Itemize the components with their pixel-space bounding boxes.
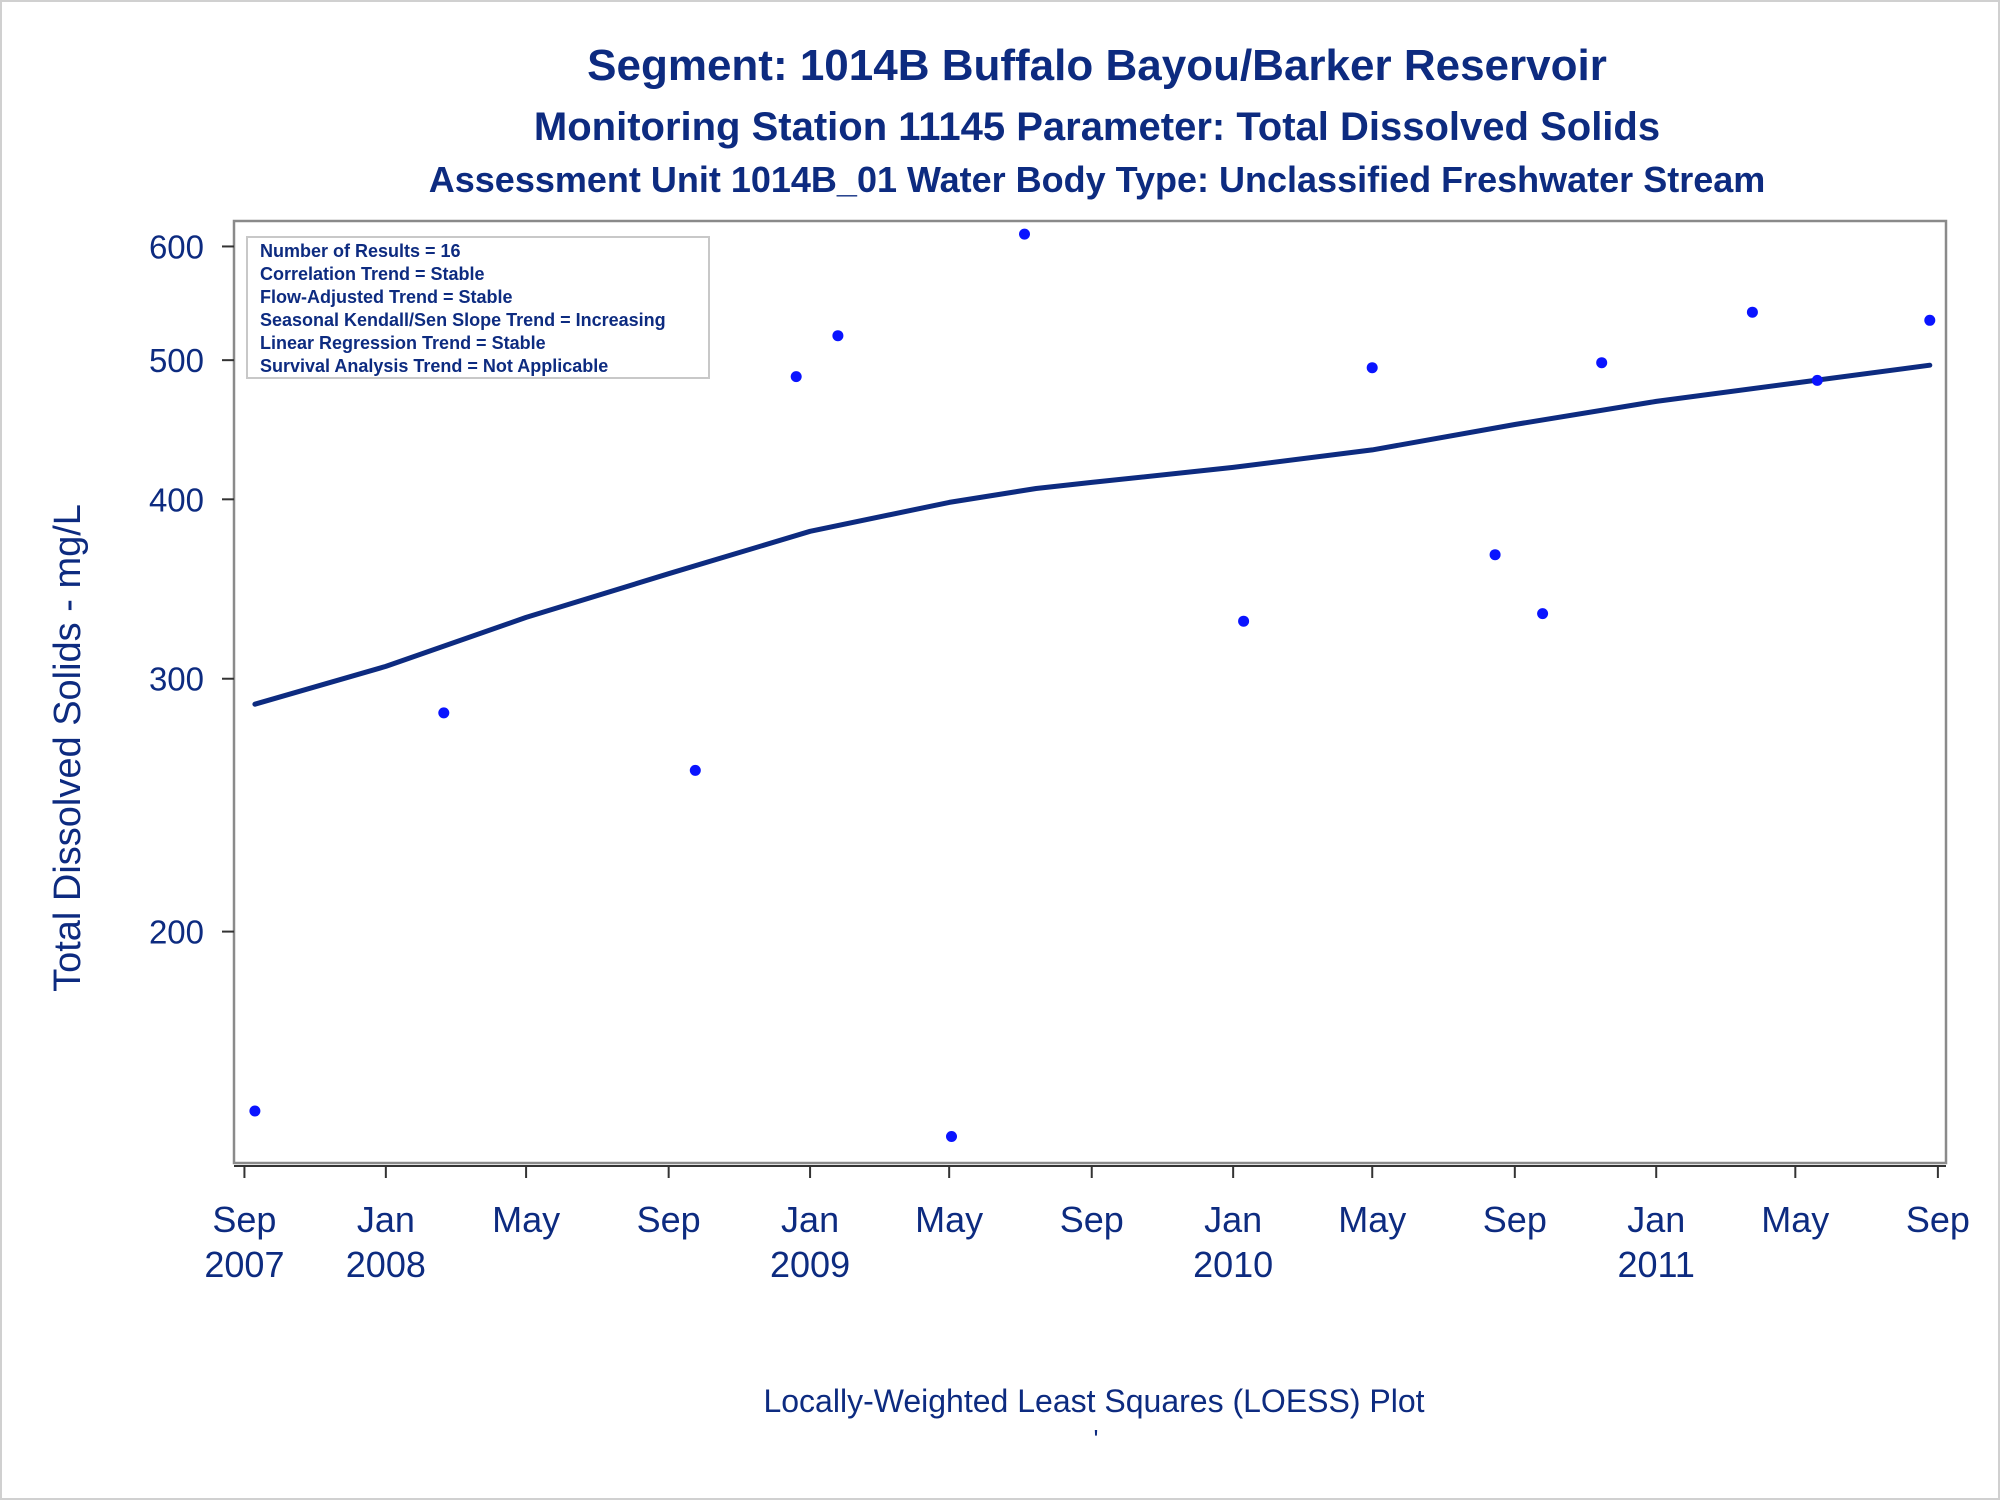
- y-tick-label: 500: [149, 342, 204, 379]
- x-tick-label: Jan: [1627, 1199, 1685, 1240]
- trend-summary-line: Correlation Trend = Stable: [260, 264, 485, 284]
- trend-summary-border: [246, 236, 710, 379]
- loess-fit-layer: [252, 362, 1933, 707]
- data-point: [1019, 228, 1030, 240]
- x-tick-year-label: 2010: [1193, 1244, 1273, 1285]
- data-point: [1238, 615, 1250, 627]
- data-point: [1366, 362, 1378, 374]
- x-tick-label: May: [1338, 1199, 1406, 1240]
- chart-footnote-mark: ': [1094, 1424, 1099, 1454]
- data-point: [1537, 608, 1549, 620]
- data-point: [1924, 314, 1936, 326]
- x-tick-label: Jan: [781, 1199, 839, 1240]
- chart-title: Segment: 1014B Buffalo Bayou/Barker Rese…: [587, 41, 1607, 90]
- data-point: [1489, 549, 1501, 561]
- x-tick-year-label: 2009: [770, 1244, 850, 1285]
- x-tick-label: May: [915, 1199, 983, 1240]
- x-tick-label: May: [492, 1199, 560, 1240]
- data-point: [1746, 306, 1758, 318]
- trend-summary-box: Number of Results = 16 Correlation Trend…: [246, 236, 710, 379]
- y-tick-label: 300: [149, 661, 204, 698]
- x-tick-label: Jan: [1204, 1199, 1262, 1240]
- trend-summary-line: Linear Regression Trend = Stable: [260, 333, 546, 353]
- x-tick-year-label: 2011: [1618, 1244, 1695, 1285]
- x-tick-year-label: 2008: [346, 1244, 426, 1285]
- data-point: [1811, 374, 1823, 386]
- x-tick-year-label: 2007: [204, 1244, 284, 1285]
- data-point: [1596, 357, 1608, 369]
- x-tick-label: Jan: [357, 1199, 415, 1240]
- x-tick-label: Sep: [1906, 1199, 1970, 1240]
- x-tick-label: Sep: [1483, 1199, 1547, 1240]
- data-point: [689, 764, 701, 776]
- x-tick-label: Sep: [637, 1199, 701, 1240]
- chart-subtitle-2: Assessment Unit 1014B_01 Water Body Type…: [429, 159, 1766, 200]
- y-axis: 200 300 400 500 600: [149, 228, 234, 951]
- trend-summary-line: Survival Analysis Trend = Not Applicable: [260, 356, 608, 376]
- trend-summary-line: Number of Results = 16: [260, 241, 461, 261]
- y-tick-label: 400: [149, 481, 204, 518]
- x-tick-label: Sep: [212, 1199, 276, 1240]
- x-tick-label: Sep: [1060, 1199, 1124, 1240]
- y-tick-label: 200: [149, 914, 204, 951]
- data-point: [790, 371, 802, 383]
- y-tick-label: 600: [149, 228, 204, 265]
- data-point: [946, 1131, 957, 1142]
- loess-fit-line: [252, 362, 1933, 707]
- data-point: [249, 1105, 261, 1117]
- y-axis-label: Total Dissolved Solids - mg/L: [47, 504, 89, 992]
- trend-summary-line: Flow-Adjusted Trend = Stable: [260, 287, 513, 307]
- trend-summary-line: Seasonal Kendall/Sen Slope Trend = Incre…: [260, 310, 666, 330]
- x-tick-label: May: [1761, 1199, 1829, 1240]
- chart-subtitle: Monitoring Station 11145 Parameter: Tota…: [534, 105, 1660, 149]
- chart-footnote: Locally-Weighted Least Squares (LOESS) P…: [763, 1383, 1424, 1419]
- data-point: [438, 707, 450, 719]
- data-point: [832, 330, 844, 342]
